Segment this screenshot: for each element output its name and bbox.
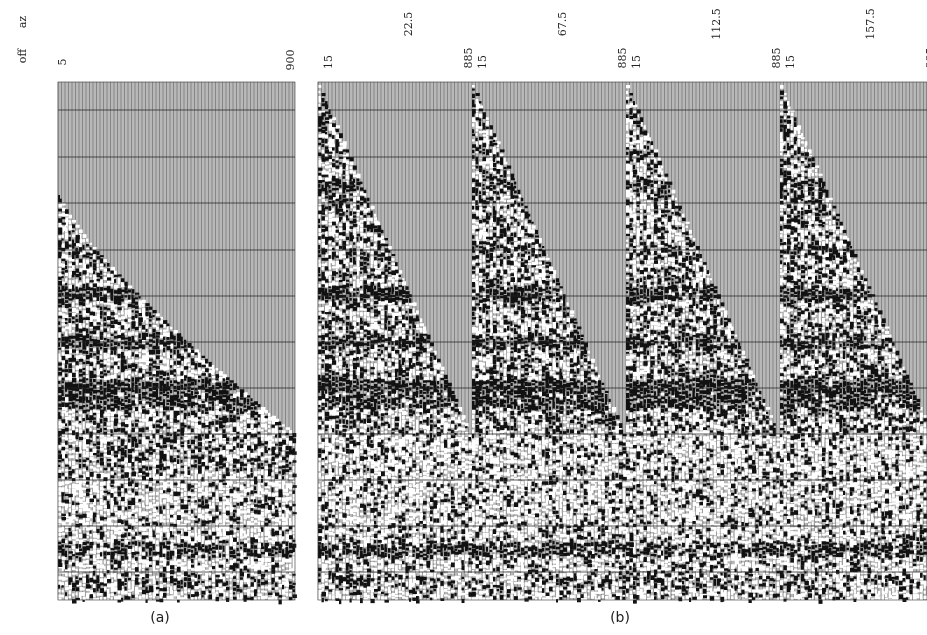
offset-start: 15: [322, 55, 335, 69]
gather-border: [317, 81, 927, 601]
time-lines: [58, 109, 295, 573]
offset-start: 15: [630, 55, 643, 69]
azimuth-value: 67.5: [556, 12, 569, 37]
signal-dark: [58, 195, 297, 605]
azimuth-value: 157.5: [864, 8, 877, 40]
offset-start: 5: [56, 59, 69, 66]
offset-start: 15: [476, 55, 489, 69]
offset-end: 885: [462, 48, 475, 69]
caption: (a): [150, 610, 170, 626]
signal-dark: [318, 88, 927, 605]
azimuth-value: 112.5: [710, 8, 723, 40]
offset-end: 885: [770, 48, 783, 69]
azimuth-value: 22.5: [402, 12, 415, 37]
offset-end: 885: [616, 48, 629, 69]
offset-start: 15: [784, 55, 797, 69]
time-lines: [318, 109, 927, 573]
signal-light: [318, 85, 927, 605]
azimuth-label: az: [16, 16, 29, 29]
offset-label: off: [16, 48, 29, 64]
caption: (b): [610, 610, 630, 626]
gather-border: [57, 81, 296, 601]
offset-end: 885: [924, 48, 927, 69]
offset-end: 900: [284, 50, 297, 71]
